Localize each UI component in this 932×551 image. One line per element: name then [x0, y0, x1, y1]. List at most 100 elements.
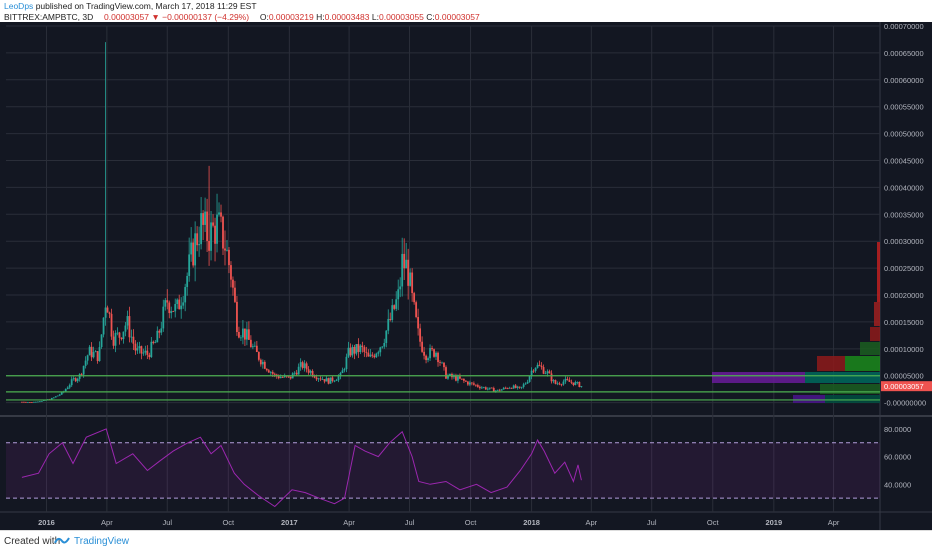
candle-body	[194, 233, 197, 266]
candle-body	[236, 301, 238, 333]
price-tick-label: 0.00030000	[884, 237, 924, 246]
volume-profile-bar	[874, 302, 880, 326]
candle-body	[34, 401, 37, 403]
time-tick-label: Jul	[405, 518, 415, 527]
close-label: C:	[426, 12, 435, 22]
candle-body	[558, 383, 561, 385]
candle-body	[122, 331, 125, 340]
candle-body	[80, 374, 83, 375]
candle-body	[218, 212, 220, 215]
candle-body	[552, 380, 555, 382]
candle-body	[265, 368, 268, 371]
candle-body	[56, 395, 59, 397]
candle-body	[341, 370, 344, 374]
footer: Created with TradingView	[0, 530, 932, 551]
candle-body	[317, 378, 320, 380]
candle-body	[355, 344, 358, 354]
chart-area[interactable]: 0.00070000 0.00065000 0.00060000 0.00055000…	[0, 22, 932, 530]
price-chart-svg[interactable]: 0.00070000 0.00065000 0.00060000 0.00055000…	[0, 22, 932, 530]
candle-body	[160, 328, 163, 333]
candle-body	[253, 345, 256, 347]
volume-profile-bar	[805, 372, 880, 383]
time-tick-label: 2018	[523, 518, 540, 527]
time-tick-label: 2016	[38, 518, 55, 527]
symbol-label: BITTREX:AMPBTC, 3D	[4, 12, 94, 22]
candle-body	[325, 378, 328, 382]
candle-body	[170, 311, 173, 314]
candle-body	[94, 351, 97, 353]
low-value: 0.00003055	[379, 12, 424, 22]
candle-body	[514, 385, 517, 388]
candle-body	[574, 382, 577, 385]
candle-body	[556, 383, 559, 385]
candle-body	[228, 249, 230, 266]
volume-profile-bar	[870, 327, 880, 341]
candle-body	[184, 287, 187, 303]
time-tick-label: Oct	[707, 518, 720, 527]
candle-body	[339, 373, 342, 377]
candle-body	[279, 377, 282, 379]
candle-body	[238, 332, 240, 338]
price-tick-label: 0.00045000	[884, 157, 924, 166]
candle-body	[307, 369, 310, 373]
candle-body	[327, 378, 330, 384]
candle-body	[130, 336, 133, 338]
candle-body	[544, 373, 547, 375]
candle-body	[542, 367, 545, 374]
candle-body	[504, 387, 507, 389]
volume-profile-bar	[793, 395, 825, 403]
candle-body	[311, 370, 314, 377]
candle-body	[106, 307, 109, 313]
chart-header: LeoDps published on TradingView.com, Mar…	[0, 0, 932, 22]
volume-profile-bar	[845, 356, 880, 371]
publish-line: LeoDps published on TradingView.com, Mar…	[4, 1, 257, 11]
candle-body	[100, 334, 103, 348]
price-tick-label: 0.00005000	[884, 372, 924, 381]
candle-body	[361, 345, 364, 348]
candle-body	[295, 372, 298, 375]
candle-body	[554, 380, 557, 384]
candle-body	[319, 378, 322, 380]
candle-body	[347, 347, 350, 357]
candle-body	[309, 370, 312, 373]
candle-body	[25, 401, 27, 403]
candle-body	[351, 346, 354, 356]
candle-body	[255, 345, 258, 352]
price-tick-label: 0.00070000	[884, 22, 924, 31]
candle-body	[136, 348, 139, 351]
candle-body	[172, 311, 175, 312]
last-price-label: 0.00003057	[884, 382, 924, 391]
candle-body	[247, 329, 250, 340]
candle-body	[500, 389, 503, 391]
candle-body	[148, 354, 151, 358]
candle-body	[488, 387, 491, 389]
candle-body	[128, 316, 131, 338]
candle-body	[102, 317, 105, 335]
volume-profile-bar	[817, 356, 845, 371]
time-tick-label: Jul	[647, 518, 657, 527]
candle-body	[297, 366, 300, 375]
tradingview-brand[interactable]: TradingView	[74, 536, 130, 547]
candle-body	[234, 287, 236, 302]
candle-body	[447, 375, 449, 379]
candle-body	[32, 401, 35, 403]
candle-body	[88, 346, 91, 356]
candle-body	[405, 259, 408, 269]
candle-body	[70, 379, 73, 386]
candle-body	[526, 381, 529, 384]
candle-body	[415, 302, 418, 318]
candle-body	[528, 376, 531, 382]
candle-body	[532, 370, 535, 372]
candle-body	[468, 382, 471, 385]
candle-body	[367, 352, 370, 357]
candle-body	[321, 379, 324, 380]
candle-body	[419, 328, 422, 342]
author-link[interactable]: LeoDps	[4, 1, 34, 11]
candle-body	[287, 376, 290, 378]
candle-body	[437, 352, 439, 363]
candle-body	[192, 242, 195, 266]
candle-body	[222, 216, 224, 249]
candle-body	[204, 211, 206, 225]
candle-body	[269, 372, 272, 373]
candle-body	[524, 383, 527, 385]
